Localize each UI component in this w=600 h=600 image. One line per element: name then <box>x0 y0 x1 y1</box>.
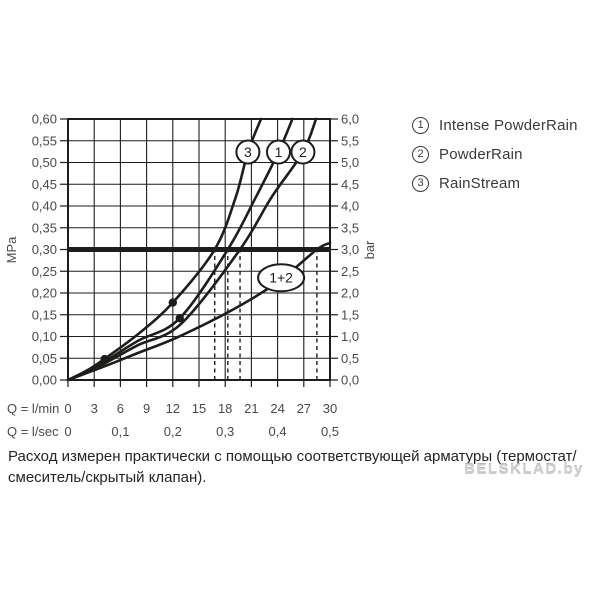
curve-badge-circle-1 <box>265 139 291 165</box>
x-axis-title-lsec: Q = l/sec <box>7 424 59 439</box>
x-tick-label-lmin: 18 <box>218 401 232 416</box>
legend-label: Intense PowderRain <box>439 116 578 134</box>
measurement-note: Расход измерен практически с помощью соо… <box>8 446 577 488</box>
legend-label: PowderRain <box>439 145 523 163</box>
y-right-tick-label: 2,5 <box>341 264 359 279</box>
x-axis-title-lmin: Q = l/min <box>7 401 59 416</box>
note-line-1: Расход измерен практически с помощью соо… <box>8 448 577 465</box>
y-right-tick-label: 6,0 <box>341 112 359 127</box>
y-right-tick-label: 3,0 <box>341 242 359 257</box>
curve-1+2 <box>66 241 332 382</box>
x-tick-label-lmin: 24 <box>270 401 284 416</box>
y-left-tick-label: 0,60 <box>32 112 57 127</box>
data-point-marker <box>100 354 109 364</box>
y-right-tick-label: 3,5 <box>341 220 359 235</box>
y-left-tick-label: 0,45 <box>32 177 57 192</box>
y-right-axis-title: bar <box>362 240 377 259</box>
x-tick-label-lmin: 9 <box>143 401 150 416</box>
y-left-tick-label: 0,05 <box>32 351 57 366</box>
x-tick-label-lmin: 3 <box>91 401 98 416</box>
legend-item-powderrain: 2 PowderRain <box>412 145 578 163</box>
x-tick-label-lsec: 0,1 <box>111 424 129 439</box>
legend-label: RainStream <box>439 174 521 192</box>
y-right-tick-label: 4,5 <box>341 177 359 192</box>
y-right-tick-label: 2,0 <box>341 286 359 301</box>
y-left-tick-label: 0,50 <box>32 155 57 170</box>
chart-legend: 1 Intense PowderRain 2 PowderRain 3 Rain… <box>412 116 578 192</box>
x-tick-label-lmin: 12 <box>166 401 180 416</box>
x-tick-label-lmin: 6 <box>117 401 124 416</box>
y-left-tick-label: 0,20 <box>32 286 57 301</box>
curve-badge-label-2: 2 <box>299 144 307 160</box>
x-tick-label-lmin: 30 <box>323 401 337 416</box>
y-left-tick-label: 0,15 <box>32 307 57 322</box>
y-right-tick-label: 1,5 <box>341 307 359 322</box>
y-right-tick-label: 5,5 <box>341 133 359 148</box>
legend-item-intense-powderrain: 1 Intense PowderRain <box>412 116 578 134</box>
y-right-tick-label: 0,0 <box>341 373 359 388</box>
y-right-tick-label: 5,0 <box>341 155 359 170</box>
y-left-axis-title: MPa <box>4 236 19 264</box>
y-left-tick-label: 0,40 <box>32 199 57 214</box>
curve-badge-label-1: 1 <box>275 144 283 160</box>
y-right-tick-label: 4,0 <box>341 199 359 214</box>
x-tick-label-lsec: 0,3 <box>216 424 234 439</box>
y-left-tick-label: 0,30 <box>32 242 57 257</box>
y-left-tick-label: 0,55 <box>32 133 57 148</box>
y-left-tick-label: 0,35 <box>32 220 57 235</box>
x-tick-label-lsec: 0,4 <box>269 424 287 439</box>
curve-badge-circle-2 <box>290 139 316 165</box>
x-tick-label-lmin: 15 <box>192 401 206 416</box>
data-point-marker <box>175 314 184 323</box>
circled-number-1-icon: 1 <box>412 116 429 134</box>
y-left-tick-label: 0,10 <box>32 329 57 344</box>
circled-number-2-icon: 2 <box>412 145 429 163</box>
curve-badge-label-1+2: 1+2 <box>269 270 293 286</box>
data-point-marker <box>168 298 177 307</box>
x-tick-label-lmin: 27 <box>297 401 311 416</box>
x-tick-label-lmin: 21 <box>244 401 258 416</box>
y-left-tick-label: 0,25 <box>32 264 57 279</box>
watermark: BELSKLAD.by <box>464 461 584 478</box>
x-tick-label-lsec: 0,5 <box>321 424 339 439</box>
curve-badge-label-3: 3 <box>244 144 252 160</box>
x-tick-label-lmin: 0 <box>64 401 71 416</box>
y-right-tick-label: 0,5 <box>341 351 359 366</box>
circled-number-3-icon: 3 <box>412 174 429 192</box>
curve-badge-ellipse-1+2 <box>257 263 306 293</box>
legend-item-rainstream: 3 RainStream <box>412 174 578 192</box>
y-right-tick-label: 1,0 <box>341 329 359 344</box>
x-tick-label-lsec: 0,2 <box>164 424 182 439</box>
y-left-tick-label: 0,00 <box>32 373 57 388</box>
x-tick-label-lsec: 0 <box>64 424 71 439</box>
flow-pressure-chart: 0,60 6,00,55 5,50,50 5,00,45 4,50,40 4,00,35 3… <box>4 112 377 440</box>
curve-badge-circle-3 <box>235 139 261 165</box>
note-line-2: смеситель/скрытый клапан). <box>8 469 207 486</box>
